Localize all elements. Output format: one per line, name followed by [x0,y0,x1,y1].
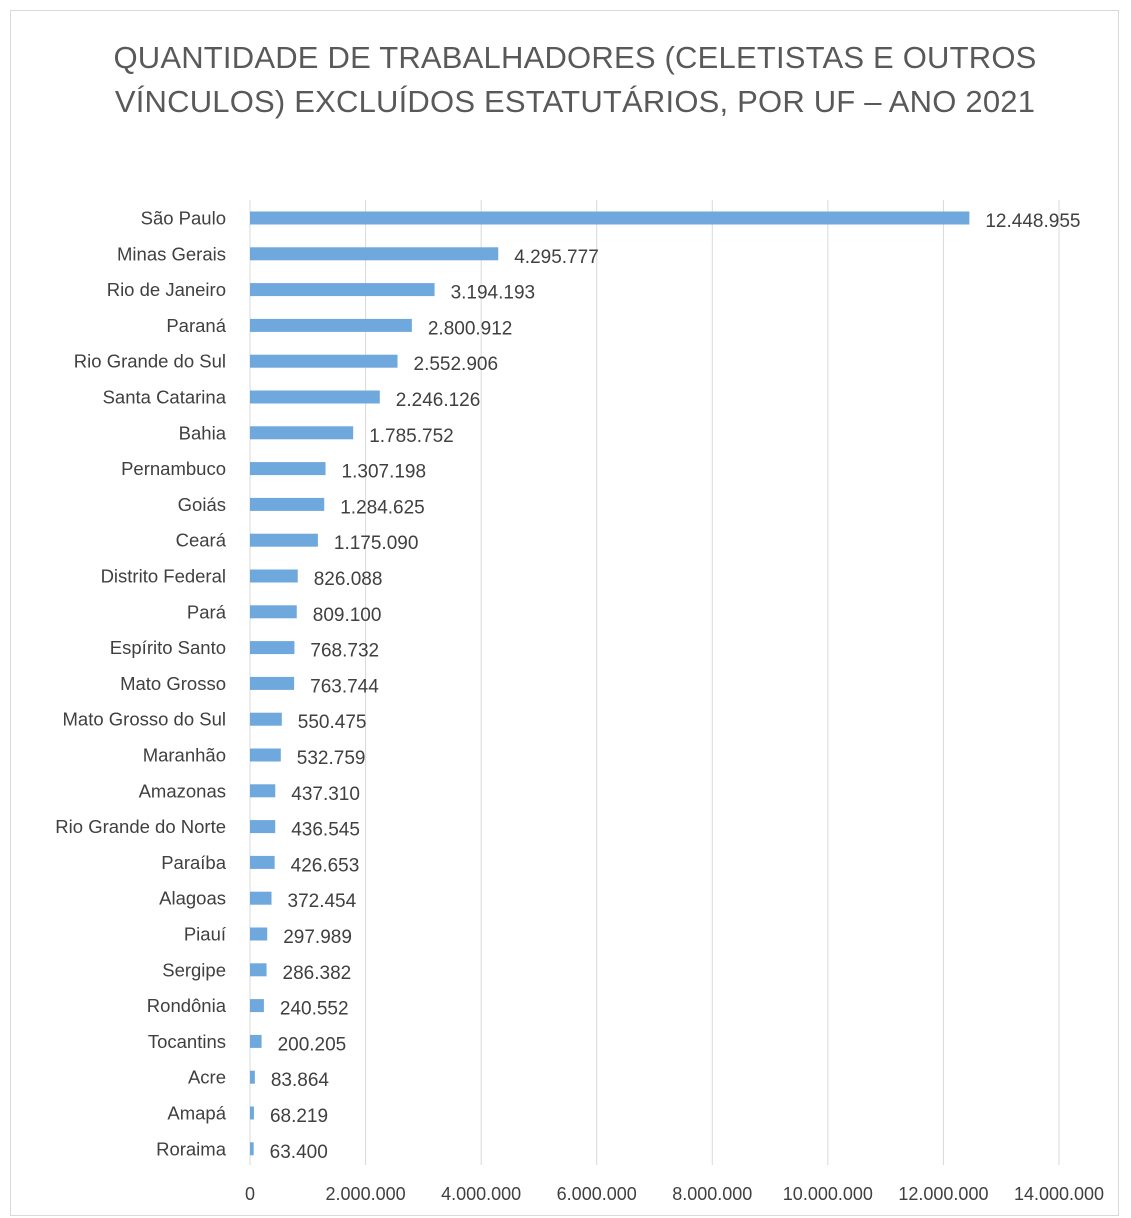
bar [250,748,281,762]
bar [250,533,318,547]
bar [250,354,398,368]
bar [250,820,276,834]
bar [250,318,412,332]
data-label: 436.545 [291,820,360,841]
data-label: 297.989 [283,927,352,948]
category-label: Rio Grande do Sul [74,351,226,372]
category-label: Rio de Janeiro [107,279,226,300]
category-label: São Paulo [141,208,226,229]
bar [250,211,970,225]
data-label: 809.100 [313,605,382,626]
category-label: Distrito Federal [101,566,226,587]
category-label: Santa Catarina [103,387,227,408]
data-label: 68.219 [270,1106,328,1127]
category-label: Amazonas [139,780,226,801]
data-label: 286.382 [283,963,352,984]
bar [250,605,297,619]
x-tick-label: 10.000.000 [783,1184,873,1204]
chart-frame [10,10,1119,1216]
data-label: 200.205 [278,1034,347,1055]
category-label: Espírito Santo [110,637,226,658]
bar [250,999,264,1013]
data-label: 426.653 [291,855,360,876]
data-label: 3.194.193 [451,283,536,304]
bar [250,784,276,798]
bar [250,963,267,977]
data-label: 550.475 [298,712,367,733]
x-tick-label: 2.000.000 [326,1184,406,1204]
bar [250,1034,262,1048]
bar [250,1106,254,1120]
category-label: Tocantins [148,1031,226,1052]
category-label: Paraná [166,315,226,336]
data-label: 768.732 [310,641,379,662]
category-label: Pará [187,601,227,622]
category-label: Roraima [156,1138,227,1159]
category-label: Minas Gerais [117,243,226,264]
bar [250,283,435,297]
data-label: 1.284.625 [340,497,425,518]
category-label: Bahia [179,422,227,443]
bar [250,569,298,583]
category-label: Mato Grosso [120,673,226,694]
category-label: Alagoas [159,888,226,909]
category-label: Goiás [178,494,226,515]
category-label: Acre [188,1067,226,1088]
category-label: Ceará [176,530,227,551]
category-label: Piauí [184,924,227,945]
x-tick-label: 6.000.000 [557,1184,637,1204]
x-tick-label: 12.000.000 [898,1184,988,1204]
data-label: 2.552.906 [414,354,499,375]
bar [250,497,325,511]
x-tick-label: 0 [245,1184,255,1204]
category-label: Rondônia [147,995,227,1016]
data-label: 1.307.198 [342,462,427,483]
data-label: 826.088 [314,569,383,590]
data-label: 2.800.912 [428,318,513,339]
category-label: Sergipe [162,959,226,980]
data-label: 63.400 [270,1142,328,1163]
category-label: Mato Grosso do Sul [63,709,227,730]
bar [250,247,499,261]
data-label: 532.759 [297,748,366,769]
data-label: 12.448.955 [985,211,1080,232]
bar [250,855,275,869]
chart-title: QUANTIDADE DE TRABALHADORES (CELETISTAS … [113,40,1037,119]
category-label: Maranhão [143,745,226,766]
category-label: Rio Grande do Norte [55,816,226,837]
category-label: Amapá [167,1103,226,1124]
data-label: 1.175.090 [334,533,419,554]
category-label: Pernambuco [121,458,226,479]
bar [250,927,268,941]
bar [250,676,295,690]
x-tick-label: 4.000.000 [441,1184,521,1204]
x-tick-label: 14.000.000 [1014,1184,1104,1204]
category-label: Paraíba [161,852,227,873]
data-label: 2.246.126 [396,390,481,411]
x-tick-label: 8.000.000 [672,1184,752,1204]
data-label: 83.864 [271,1070,330,1091]
bar [250,1070,255,1084]
bar [250,712,282,726]
bar [250,426,354,440]
bar [250,891,272,905]
data-label: 240.552 [280,999,349,1020]
data-label: 1.785.752 [369,426,454,447]
bar [250,641,295,655]
bar [250,1142,254,1156]
bar [250,462,326,476]
data-label: 763.744 [310,676,379,697]
bar [250,390,380,404]
data-label: 437.310 [291,784,360,805]
data-label: 372.454 [288,891,357,912]
data-label: 4.295.777 [514,247,599,268]
